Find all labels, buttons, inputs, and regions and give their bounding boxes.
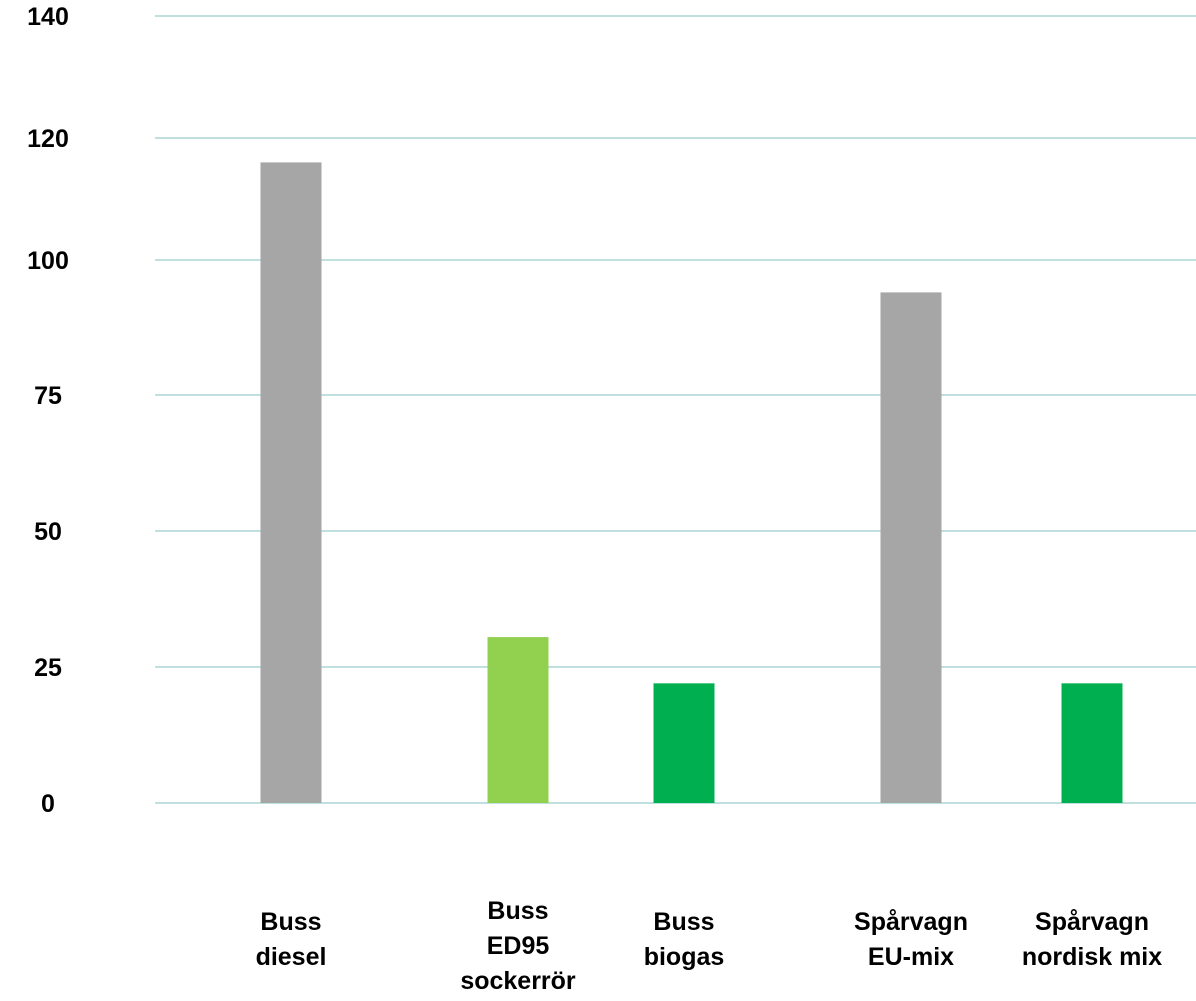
y-tick-label-25: 25	[34, 654, 62, 682]
x-category-label-0: Buss diesel	[256, 908, 327, 971]
x-category-label-line: Buss	[487, 897, 548, 925]
x-category-label-line: sockerrör	[460, 967, 576, 995]
x-category-label-3: Spårvagn EU-mix	[854, 908, 968, 971]
x-category-label-2: Buss biogas	[644, 908, 725, 971]
x-category-label-line: EU-mix	[868, 943, 954, 971]
x-category-label-line: ED95	[487, 932, 550, 960]
bar-3	[880, 292, 942, 803]
x-category-label-1: Buss ED95 sockerrör	[460, 897, 576, 995]
y-tick-label-0: 0	[41, 790, 55, 818]
bar-0	[260, 162, 322, 803]
y-tick-label-120: 120	[27, 125, 69, 153]
bar-4	[1061, 683, 1123, 803]
y-tick-label-100: 100	[27, 247, 69, 275]
x-category-label-line: biogas	[644, 943, 725, 971]
y-tick-label-50: 50	[34, 518, 62, 546]
x-category-label-line: diesel	[256, 943, 327, 971]
y-tick-label-140: 140	[27, 3, 69, 31]
bars	[260, 162, 1123, 803]
x-category-label-line: Spårvagn	[1035, 908, 1149, 936]
x-category-label-line: nordisk mix	[1022, 943, 1162, 971]
x-category-label-line: Buss	[653, 908, 714, 936]
y-tick-label-75: 75	[34, 382, 62, 410]
y-axis-tick-labels: 0 25 50 75 100 120 140	[27, 3, 69, 818]
x-axis-category-labels: Buss diesel Buss ED95 sockerrör Buss biogas Spå…	[256, 897, 1163, 995]
x-category-label-line: Spårvagn	[854, 908, 968, 936]
bar-2	[653, 683, 715, 803]
gridlines	[155, 15, 1196, 804]
x-category-label-line: Buss	[260, 908, 321, 936]
x-category-label-4: Spårvagn nordisk mix	[1022, 908, 1162, 971]
bar-1	[487, 637, 549, 803]
